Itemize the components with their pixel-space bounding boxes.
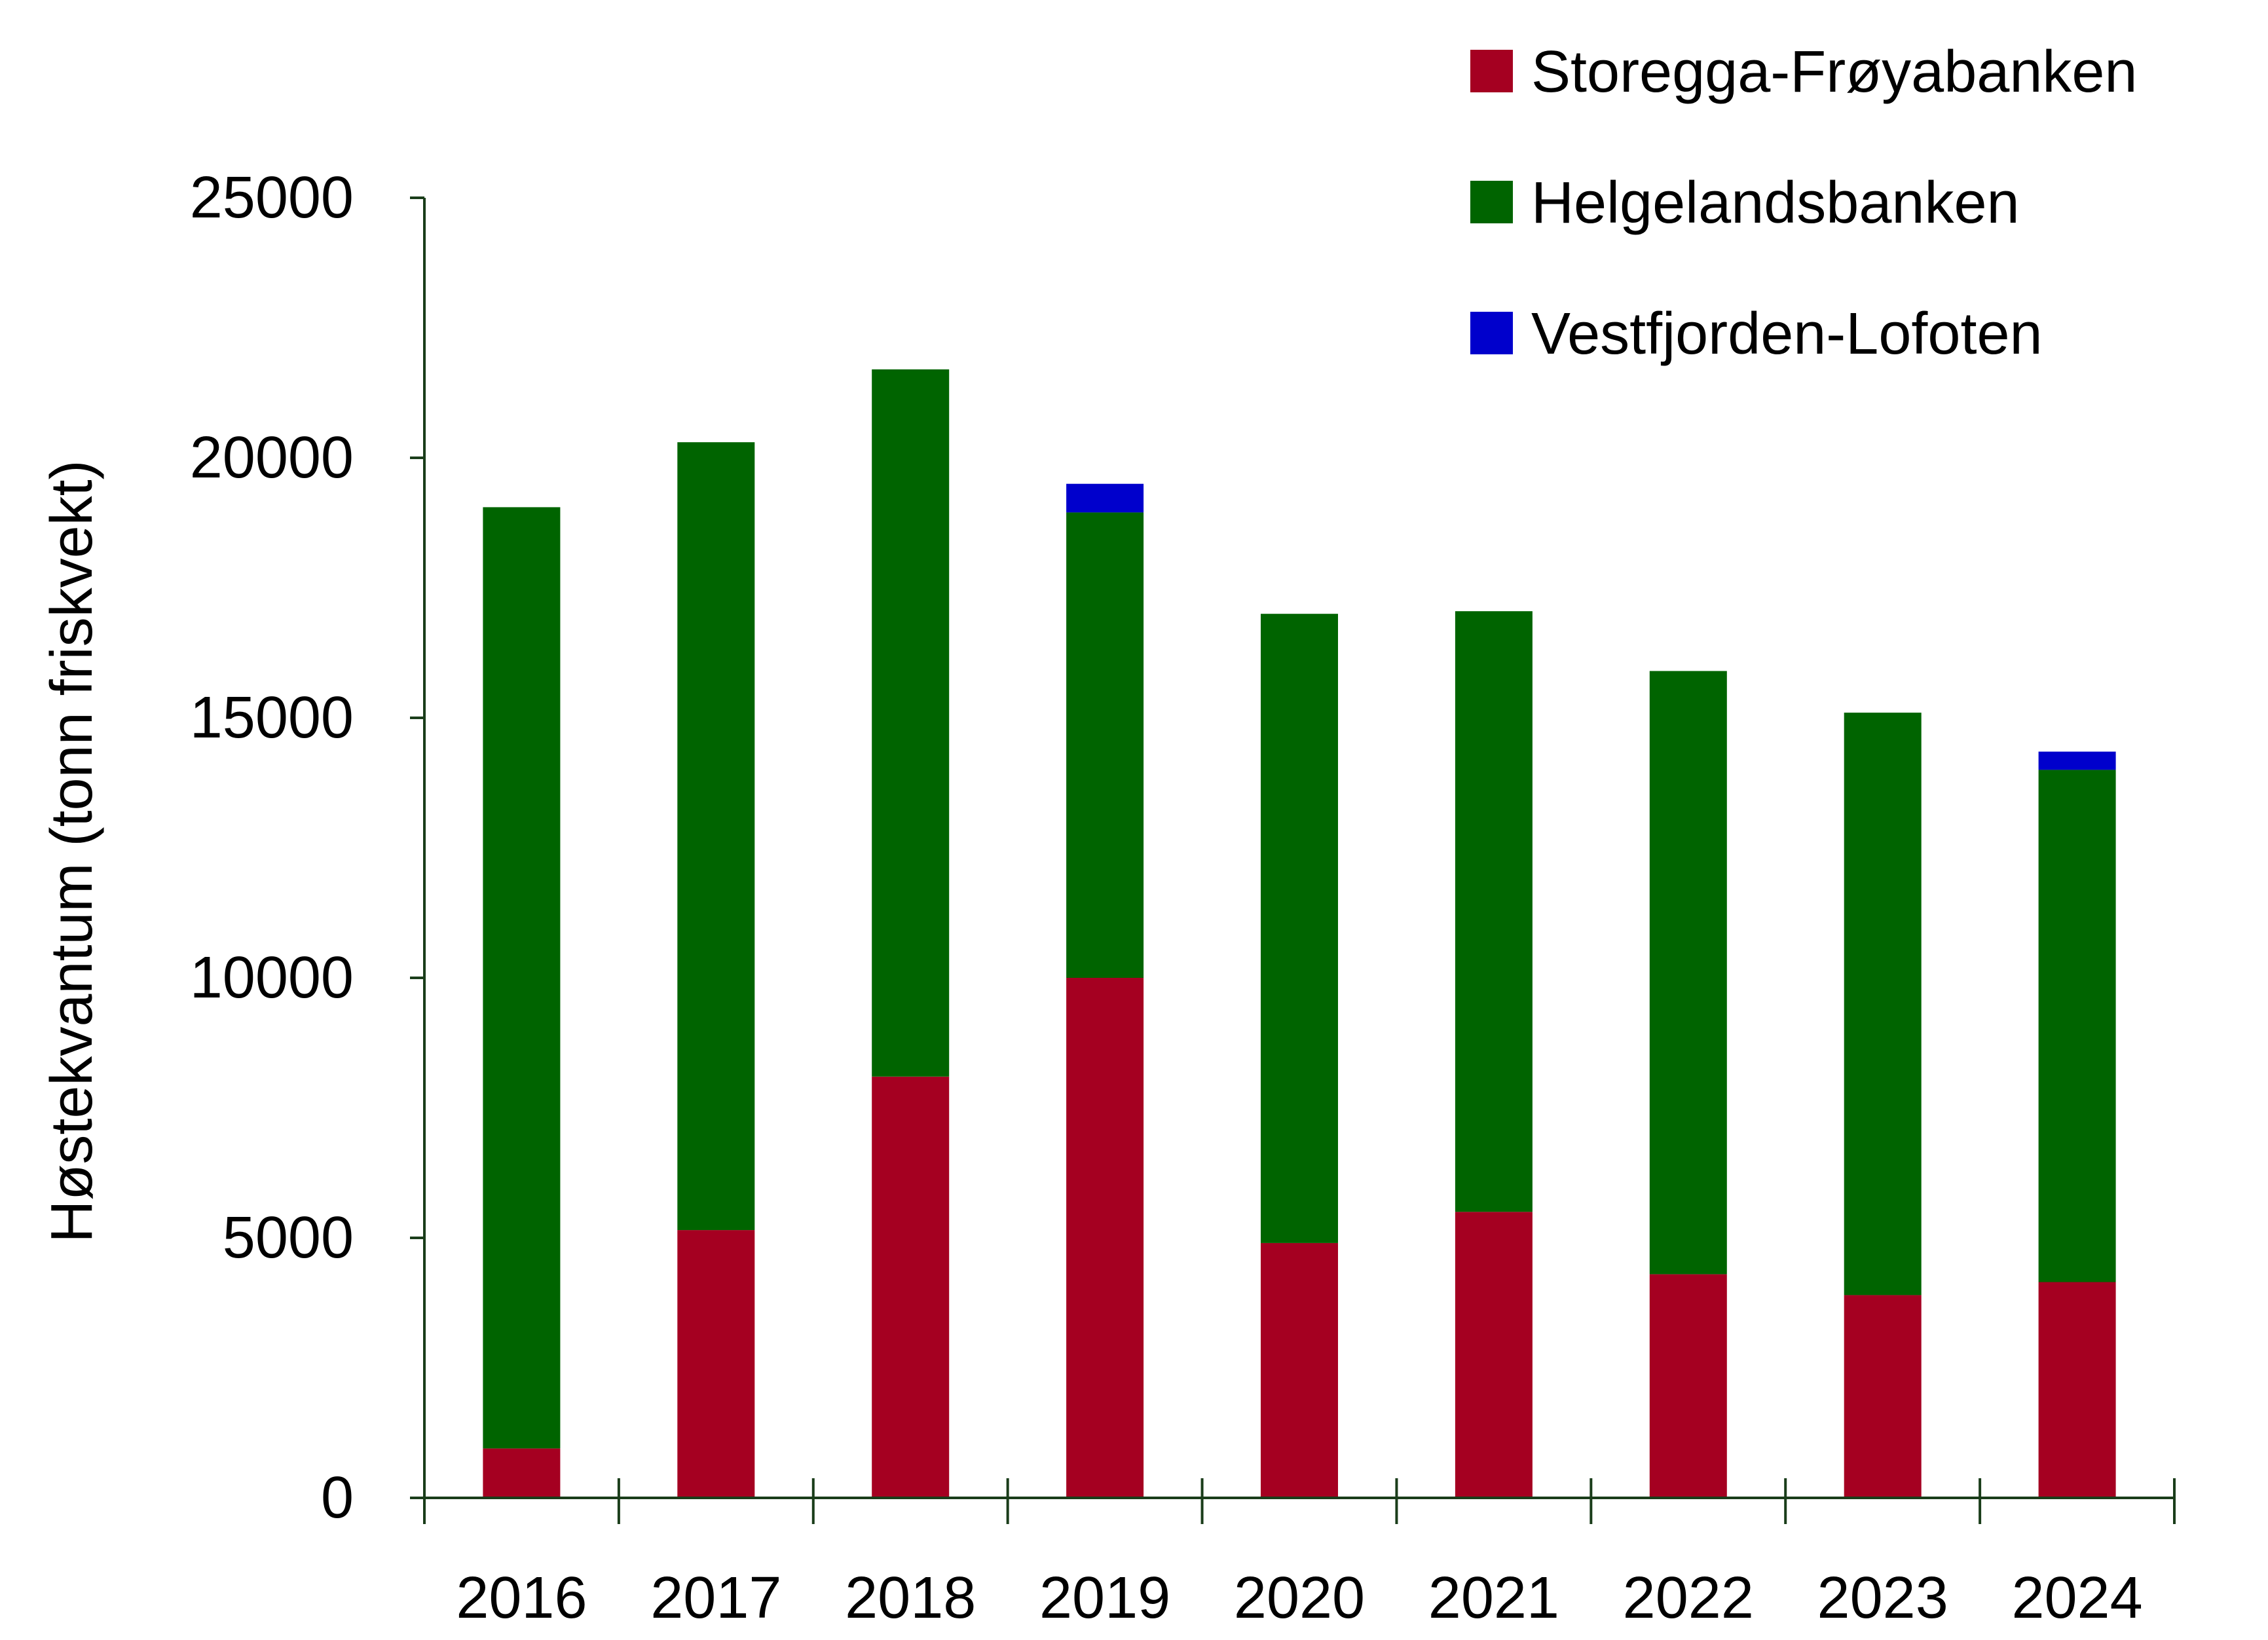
bar-2017-helgelandsbanken [677,442,755,1231]
bar-2022-helgelandsbanken [1649,671,1727,1275]
x-tick-label: 2018 [845,1565,976,1631]
x-tick-label: 2023 [1817,1565,1948,1631]
y-tick-label: 25000 [190,165,354,231]
bar-2024-storegga-fr-yabanken [2038,1282,2116,1498]
bar-2019-storegga-fr-yabanken [1066,978,1144,1498]
bar-2024-vestfjorden-lofoten [2038,751,2116,770]
y-axis: 0 5000 10000 15000 20000 25000 [190,165,426,1531]
bars-group [483,369,2116,1498]
bar-2023-helgelandsbanken [1844,713,1922,1295]
legend-label: Helgelandsbanken [1531,170,2020,236]
bar-2021-storegga-fr-yabanken [1455,1212,1533,1498]
x-tick-label: 2016 [456,1565,587,1631]
bar-2021-helgelandsbanken [1455,611,1533,1212]
bar-2017-storegga-fr-yabanken [677,1230,755,1498]
x-tick-label: 2019 [1039,1565,1170,1631]
legend-swatch [1470,312,1513,354]
legend-label: Vestfjorden-Lofoten [1531,301,2043,367]
bar-2016-helgelandsbanken [483,507,561,1449]
legend: Storegga-Frøyabanken Helgelandsbanken Vest… [1470,39,2138,367]
x-tick-label: 2021 [1428,1565,1559,1631]
y-tick-label: 5000 [223,1205,354,1271]
bar-2018-storegga-fr-yabanken [872,1076,950,1498]
bar-2023-storegga-fr-yabanken [1844,1295,1922,1498]
legend-label: Storegga-Frøyabanken [1531,39,2138,105]
y-tick-label: 10000 [190,945,354,1011]
x-tick-label: 2024 [2011,1565,2142,1631]
x-tick-label: 2022 [1623,1565,1754,1631]
y-tick-label: 0 [321,1465,354,1531]
x-tick-label: 2017 [650,1565,781,1631]
bar-2020-storegga-fr-yabanken [1261,1242,1338,1498]
y-tick-label: 20000 [190,425,354,491]
y-tick-label: 15000 [190,685,354,751]
legend-swatch [1470,181,1513,223]
bar-2022-storegga-fr-yabanken [1649,1274,1727,1498]
bar-2020-helgelandsbanken [1261,614,1338,1243]
bar-2019-vestfjorden-lofoten [1066,483,1144,513]
x-axis: 2016 2017 2018 2019 2020 2021 2022 2023 2024 [423,1478,2176,1631]
bar-2018-helgelandsbanken [872,369,950,1077]
bar-2016-storegga-fr-yabanken [483,1448,561,1498]
bar-2024-helgelandsbanken [2038,770,2116,1282]
legend-swatch [1470,50,1513,92]
y-axis-title: Høstekvantum (tonn friskvekt) [39,460,105,1242]
bar-2019-helgelandsbanken [1066,512,1144,978]
x-tick-label: 2020 [1234,1565,1365,1631]
